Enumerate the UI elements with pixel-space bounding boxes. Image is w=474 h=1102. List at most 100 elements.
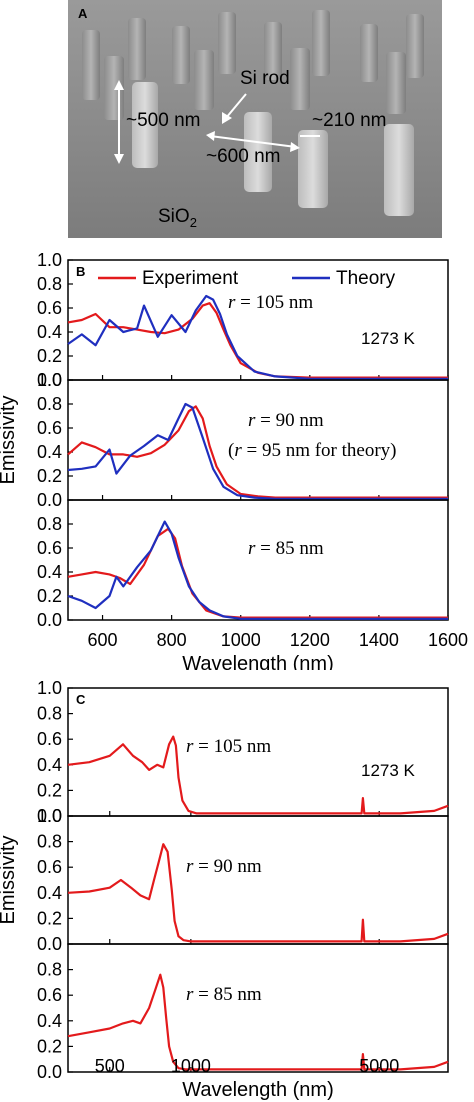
y-tick-label: 0.0 [37, 370, 62, 390]
nanorod-front [384, 124, 414, 216]
panel-letter: B [76, 264, 85, 279]
y-tick-label: 1.0 [37, 250, 62, 270]
chart-b: 0.0 0.2 0.4 0.6 0.8 1.0 r = 105 nm 0.0 0.2 0.4 0.6… [0, 250, 468, 670]
y-tick-label: 0.2 [37, 586, 62, 606]
y-tick-label: 0.0 [37, 934, 62, 954]
nanorod-back [128, 18, 146, 80]
subplot-frame [67, 815, 449, 945]
temperature-label: 1273 K [361, 329, 416, 348]
nanorod-back [194, 50, 214, 110]
note-rest: = 95 nm for theory) [242, 440, 397, 461]
y-tick-label: 0.2 [37, 346, 62, 366]
nanorod-back [218, 12, 236, 74]
y-tick-label: 0.8 [37, 394, 62, 414]
y-tick-label: 0.6 [37, 418, 62, 438]
y-tick-label: 0.0 [37, 806, 62, 826]
y-tick-label: 0.8 [37, 704, 62, 724]
subplot-2: 0.00.20.40.60.81.0r = 90 nm(r = 95 nm fo… [37, 370, 449, 510]
x-tick-label: 1000 [221, 630, 261, 650]
nanorod-back [312, 10, 330, 76]
label-substrate: SiO2 [158, 206, 197, 230]
r-value: = 105 nm [193, 736, 271, 757]
y-tick-label: 0.4 [37, 442, 62, 462]
y-tick-label: 0.0 [37, 1062, 62, 1082]
nanorod-front [132, 82, 158, 168]
series-line-experiment [67, 973, 449, 1071]
subplot-r-label: r = 85 nm [248, 538, 324, 559]
r-value: = 85 nm [255, 538, 323, 559]
x-tick-label: 600 [88, 630, 118, 650]
gap-arrow-head-left [206, 131, 215, 141]
x-tick-label: 5000 [359, 1056, 399, 1076]
si-rod-arrow-head [222, 112, 232, 124]
nanorod-back [386, 52, 406, 114]
panel-letter: C [76, 692, 86, 707]
x-tick-label: 1600 [428, 630, 468, 650]
r-symbol: r [248, 538, 256, 559]
y-tick-label: 0.2 [37, 1036, 62, 1056]
r-symbol: r [186, 736, 194, 757]
subplot-r-label: r = 105 nm [228, 292, 313, 313]
y-tick-label: 1.0 [37, 370, 62, 390]
x-axis-label: Wavelength (nm) [182, 653, 334, 670]
r-value: = 105 nm [235, 292, 313, 313]
y-tick-label: 1.0 [37, 806, 62, 826]
label-width: ~210 nm [312, 110, 386, 131]
y-tick-label: 0.8 [37, 832, 62, 852]
subplot-frame [67, 499, 449, 621]
legend-label-theory: Theory [336, 268, 396, 289]
x-tick-label: 1400 [359, 630, 399, 650]
gap-arrow [209, 135, 297, 148]
r-symbol: r [186, 984, 194, 1005]
y-tick-label: 0.8 [37, 274, 62, 294]
r-symbol: r [228, 292, 236, 313]
y-tick-label: 0.2 [37, 466, 62, 486]
nanorod-back [290, 48, 310, 110]
label-height: ~500 nm [126, 110, 200, 131]
panel-a-letter: A [78, 6, 88, 21]
nanorod-back [172, 26, 190, 84]
r-value: = 90 nm [193, 856, 261, 877]
height-arrow-head-bottom [114, 154, 124, 164]
subplot-frame [67, 943, 449, 1073]
label-gap: ~600 nm [206, 146, 280, 167]
x-tick-label: 1200 [290, 630, 330, 650]
legend: Experiment Theory [98, 268, 396, 289]
r-value: = 90 nm [255, 410, 323, 431]
y-tick-label: 0.4 [37, 322, 62, 342]
y-tick-label: 0.0 [37, 490, 62, 510]
y-tick-label: 0.6 [37, 298, 62, 318]
note-open: ( [228, 440, 234, 461]
sem-image-panel: A ~500 nm Si rod ~600 nm ~210 nm SiO2 [68, 0, 442, 238]
y-tick-label: 0.4 [37, 883, 62, 903]
y-tick-label: 0.4 [37, 1011, 62, 1031]
note-r-symbol: r [234, 440, 242, 461]
y-tick-label: 0.6 [37, 857, 62, 877]
series-line-experiment [67, 735, 449, 815]
label-si-rod: Si rod [240, 68, 290, 89]
sem-image: A ~500 nm Si rod ~600 nm ~210 nm SiO2 [68, 0, 442, 238]
y-tick-label: 0.2 [37, 780, 62, 800]
series-line-theory [67, 294, 448, 380]
nanorod-back [82, 30, 100, 100]
r-symbol: r [248, 410, 256, 431]
subplot-note: (r = 95 nm for theory) [228, 440, 397, 461]
y-tick-label: 0.8 [37, 960, 62, 980]
gap-arrow-head-right [290, 142, 300, 152]
subplot-1: 0.0 0.2 0.4 0.6 0.8 1.0 r = 105 nm [37, 678, 449, 826]
si-rod-arrow [225, 93, 247, 119]
r-symbol: r [186, 856, 194, 877]
x-tick-label: 500 [95, 1056, 125, 1076]
y-tick-label: 0.6 [37, 538, 62, 558]
y-tick-label: 0.8 [37, 514, 62, 534]
x-tick-label: 800 [157, 630, 187, 650]
y-tick-label: 0.4 [37, 755, 62, 775]
subplot-r-label: r = 105 nm [186, 736, 271, 757]
r-value: = 85 nm [193, 984, 261, 1005]
series-line-experiment [67, 843, 449, 943]
x-axis-label: Wavelength (nm) [182, 1079, 334, 1101]
subplot-r-label: r = 90 nm [186, 856, 262, 877]
y-tick-label: 0.2 [37, 908, 62, 928]
subplot-1: 0.0 0.2 0.4 0.6 0.8 1.0 r = 105 nm [37, 250, 449, 390]
series-line-theory [67, 520, 448, 620]
